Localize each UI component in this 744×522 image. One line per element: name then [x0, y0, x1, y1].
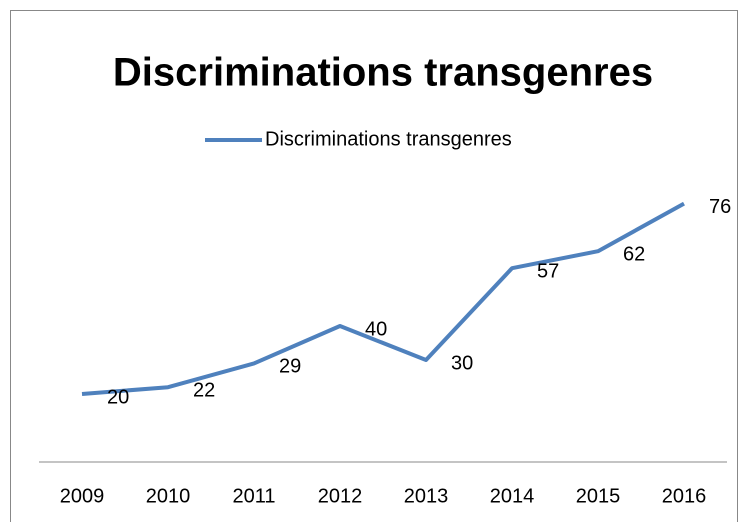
x-tick-label: 2015 [576, 485, 621, 507]
legend-label: Discriminations transgenres [265, 128, 512, 150]
data-label: 62 [623, 243, 645, 265]
x-tick-label: 2009 [60, 485, 105, 507]
data-label: 30 [451, 352, 473, 374]
data-label: 76 [709, 196, 731, 218]
x-tick-label: 2016 [662, 485, 707, 507]
x-tick-label: 2014 [490, 485, 535, 507]
x-tick-label: 2013 [404, 485, 449, 507]
chart-title: Discriminations transgenres [113, 51, 653, 95]
data-label: 20 [107, 386, 129, 408]
data-label: 40 [365, 318, 387, 340]
x-tick-label: 2011 [232, 485, 275, 507]
x-tick-label: 2012 [318, 485, 363, 507]
data-label: 57 [537, 260, 559, 282]
data-label: 29 [279, 356, 301, 378]
chart-border [10, 10, 738, 522]
line [81, 201, 685, 396]
x-tick-label: 2010 [146, 485, 191, 507]
data-label: 22 [193, 379, 215, 401]
